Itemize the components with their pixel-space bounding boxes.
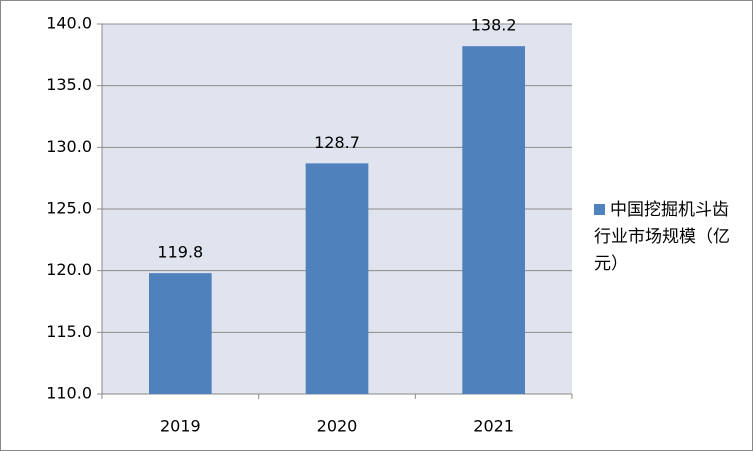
bar [462, 46, 525, 394]
y-tick-label: 110.0 [46, 384, 92, 403]
legend-label: 中国挖掘机斗齿行业市场规模（亿元） [594, 200, 730, 274]
data-label: 138.2 [471, 16, 517, 35]
x-tick-label: 2020 [317, 417, 358, 436]
bar [149, 273, 212, 394]
data-label: 119.8 [157, 243, 203, 262]
legend-item: 中国挖掘机斗齿行业市场规模（亿元） [594, 197, 744, 278]
y-tick-label: 140.0 [46, 14, 92, 33]
y-tick-label: 135.0 [46, 75, 92, 94]
y-tick-label: 125.0 [46, 199, 92, 218]
x-tick-label: 2021 [473, 417, 514, 436]
y-tick-label: 120.0 [46, 260, 92, 279]
y-tick-label: 130.0 [46, 137, 92, 156]
bar [305, 163, 369, 394]
x-tick-label: 2019 [160, 417, 201, 436]
legend-swatch [594, 204, 605, 215]
data-label: 128.7 [314, 133, 360, 152]
y-tick-label: 115.0 [46, 322, 92, 341]
legend: 中国挖掘机斗齿行业市场规模（亿元） [594, 197, 744, 278]
